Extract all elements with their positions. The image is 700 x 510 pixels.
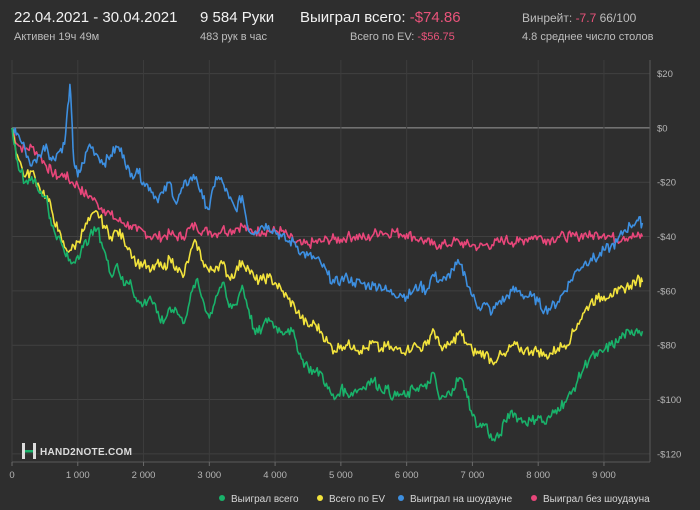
x-tick-label: 6 000 xyxy=(395,470,419,481)
winrate-label: Винрейт: xyxy=(522,11,576,25)
y-tick-label: -$100 xyxy=(657,395,681,406)
x-tick-label: 4 000 xyxy=(263,470,287,481)
y-tick-label: $0 xyxy=(657,123,668,134)
winrate-scale: 66/100 xyxy=(596,11,637,25)
legend-item-total[interactable]: Выиграл всего xyxy=(219,494,299,505)
total-won-label: Выиграл всего: xyxy=(300,9,410,26)
y-tick-label: -$120 xyxy=(657,449,681,460)
legend-label-showdown: Выиграл на шоудауне xyxy=(410,494,513,505)
legend-item-nonshowdown[interactable]: Выиграл без шоудауна xyxy=(531,494,650,505)
hands-per-hour: 483 рук в час xyxy=(200,31,268,43)
series-line-ev xyxy=(11,127,644,366)
total-won-value: -$74.86 xyxy=(409,9,461,26)
x-tick-label: 8 000 xyxy=(526,470,550,481)
y-tick-label: -$40 xyxy=(657,232,676,243)
total-won: Выиграл всего: -$74.86 xyxy=(300,9,461,26)
axes: $20 $0 -$20 -$40 -$60 -$80 -$100 -$120 0 1 000 2 0… xyxy=(9,60,681,481)
series-lines xyxy=(11,83,644,442)
legend-label-ev: Всего по EV xyxy=(329,494,386,505)
grid xyxy=(11,60,650,462)
total-ev-value: -$56.75 xyxy=(417,31,455,43)
logo-mark-icon xyxy=(22,443,36,462)
hand2note-logo: HAND2NOTE.COM xyxy=(22,443,132,462)
legend-item-ev[interactable]: Всего по EV xyxy=(317,494,385,505)
winrate-value: -7.7 xyxy=(575,11,597,25)
legend-dot-nonshowdown xyxy=(531,495,537,502)
x-tick-label: 2 000 xyxy=(132,470,156,481)
legend-label-nonshowdown: Выиграл без шоудауна xyxy=(543,494,650,505)
series-line-total xyxy=(11,127,644,442)
total-ev: Всего по EV: -$56.75 xyxy=(350,31,455,43)
x-tick-label: 7 000 xyxy=(461,470,485,481)
legend-dot-ev xyxy=(317,495,323,502)
y-tick-label: $20 xyxy=(657,69,673,80)
legend-label-total: Выиграл всего xyxy=(231,494,299,505)
x-tick-label: 1 000 xyxy=(66,470,90,481)
y-tick-label: -$80 xyxy=(657,341,676,352)
y-tick-label: -$20 xyxy=(657,178,676,189)
y-tick-label: -$60 xyxy=(657,286,676,297)
total-ev-label: Всего по EV: xyxy=(350,31,418,43)
x-tick-label: 0 xyxy=(9,470,14,481)
x-tick-label: 3 000 xyxy=(197,470,221,481)
active-time: Активен 19ч 49м xyxy=(14,31,100,43)
x-tick-label: 5 000 xyxy=(329,470,353,481)
hands-count: 9 584 Руки xyxy=(200,9,275,26)
legend-dot-total xyxy=(219,495,225,502)
x-tick-label: 9 000 xyxy=(592,470,616,481)
logo-text: HAND2NOTE.COM xyxy=(40,447,133,459)
series-line-showdown xyxy=(11,83,644,316)
winrate: Винрейт: -7.7 66/100 xyxy=(522,11,636,25)
legend-dot-showdown xyxy=(398,495,404,502)
date-range: 22.04.2021 - 30.04.2021 xyxy=(14,9,178,26)
avg-tables: 4.8 среднее число столов xyxy=(522,31,654,43)
series-line-nonshowdown xyxy=(11,127,644,252)
legend-item-showdown[interactable]: Выиграл на шоудауне xyxy=(398,494,512,505)
